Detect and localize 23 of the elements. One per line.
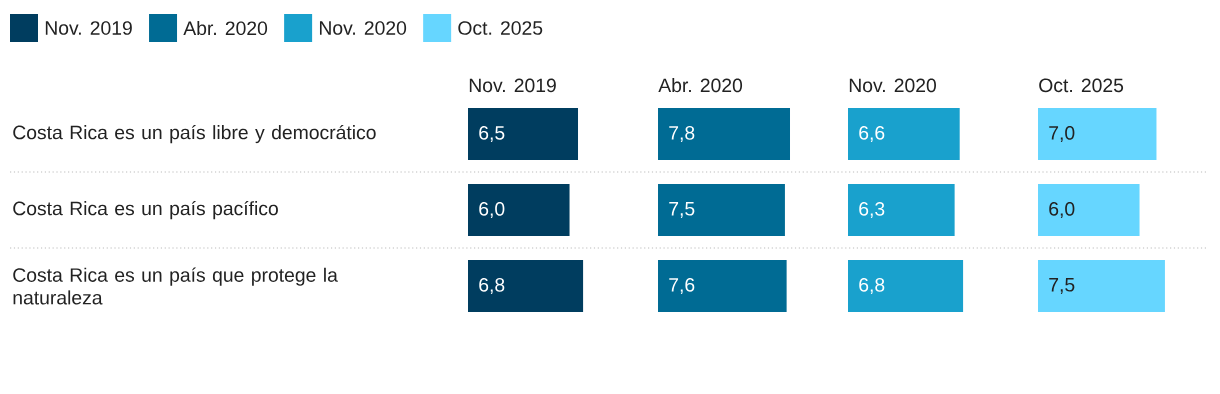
chart-title: Abr. 2020 [658,77,743,93]
data-label: 6,5 [479,126,505,142]
data-label: 6,3 [859,202,885,218]
data-label: 7,8 [669,126,695,142]
data-label: 7,0 [1049,126,1075,142]
legend-label: Oct. 2025 [458,21,543,35]
data-label: 7,5 [669,202,695,218]
legend-label: Nov. 2020 [319,21,407,35]
data-label: 6,6 [859,126,885,142]
data-label: 7,6 [669,278,695,294]
y-tick-label: Costa Rica es un país que protege la naturaleza [13,267,338,305]
data-label: 6,8 [859,278,885,294]
data-label: 6,0 [479,202,505,218]
chart-title: Oct. 2025 [1039,78,1124,93]
data-label: 6,8 [479,278,505,294]
legend-label: Nov. 2019 [45,21,132,35]
legend-label: Abr. 2020 [183,20,268,36]
chart-title: Nov. 2019 [469,78,556,93]
data-label: 7,5 [1049,278,1075,294]
data-label: 6,0 [1049,202,1075,218]
chart-title: Nov. 2020 [849,78,936,93]
y-tick-label: Costa Rica es un país pacífico [13,200,278,220]
y-tick-label: Costa Rica es un país libre y democrático [13,124,376,144]
